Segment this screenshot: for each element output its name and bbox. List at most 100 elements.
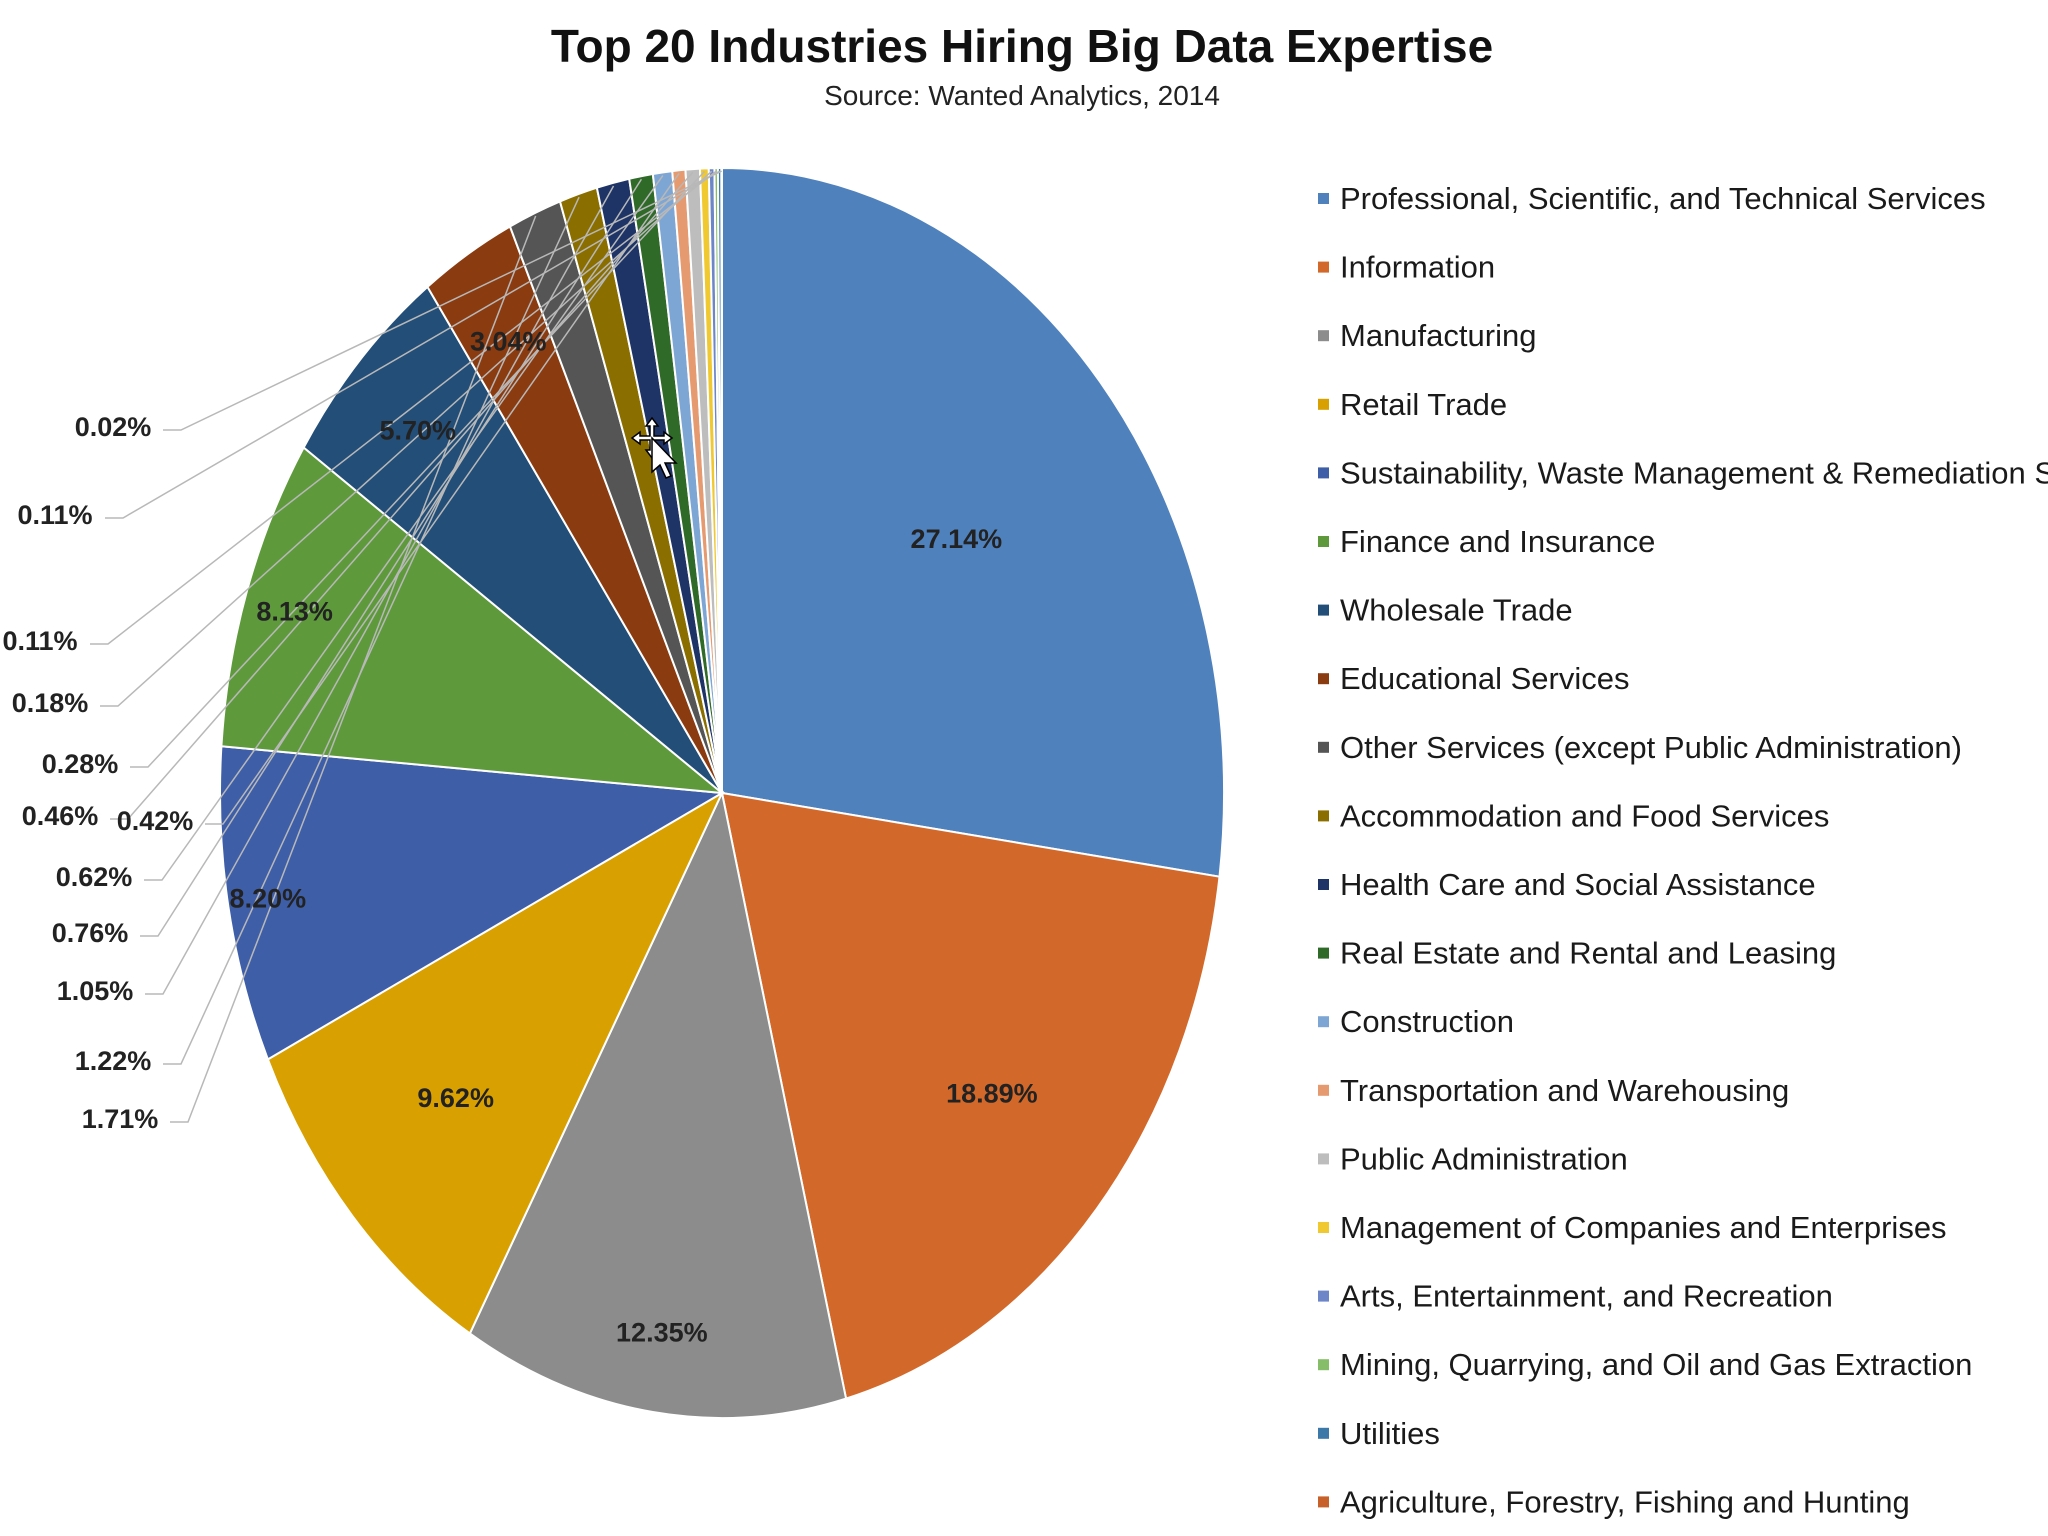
legend-item-public-administration: Public Administration [1318,1141,1628,1176]
data-label-wholesale-trade: 5.70% [379,416,456,446]
move-cursor-icon [630,416,678,479]
legend-item-transportation-and-warehousing: Transportation and Warehousing [1318,1073,1789,1108]
legend-label: Manufacturing [1340,318,1536,353]
leader-line-mining-quarrying-and-oil-and-gas-extraction [90,170,717,645]
legend-swatch [1318,810,1329,822]
data-label-management-of-companies-and-enterprises: 0.28% [42,749,119,779]
legend-item-sustainability-waste-management-remediation-svcs: Sustainability, Waste Management & Remed… [1318,455,2048,490]
legend-swatch [1318,1016,1329,1028]
data-label-mining-quarrying-and-oil-and-gas-extraction: 0.11% [2,626,77,656]
legend-label: Other Services (except Public Administra… [1340,730,1962,765]
legend-swatch [1318,1496,1329,1508]
data-label-professional-scientific-and-technical-services: 27.14% [911,524,1003,554]
legend-swatch [1318,1290,1329,1302]
chart-title: Top 20 Industries Hiring Big Data Expert… [551,20,1493,72]
legend-label: Information [1340,250,1495,285]
legend-swatch [1318,1359,1329,1371]
legend-item-retail-trade: Retail Trade [1318,387,1507,422]
legend-swatch [1318,1153,1329,1165]
leader-lines [90,170,723,1123]
legend-label: Accommodation and Food Services [1340,798,1829,833]
legend-label: Public Administration [1340,1141,1628,1176]
chart-subtitle: Source: Wanted Analytics, 2014 [824,80,1220,111]
legend-item-mining-quarrying-and-oil-and-gas-extraction: Mining, Quarrying, and Oil and Gas Extra… [1318,1347,1972,1382]
data-label-construction: 0.62% [56,862,133,892]
legend-label: Professional, Scientific, and Technical … [1340,181,1986,216]
legend-label: Wholesale Trade [1340,593,1573,628]
data-label-sustainability-waste-management-remediation-svcs: 8.20% [230,883,307,913]
leader-line-utilities [105,170,721,519]
leader-line-arts-entertainment-and-recreation [100,170,713,707]
data-label-information: 18.89% [946,1078,1038,1108]
legend-item-utilities: Utilities [1318,1416,1440,1451]
pie-slices [219,166,1225,1419]
legend-label: Sustainability, Waste Management & Remed… [1340,455,2048,490]
legend-swatch [1318,1084,1329,1096]
legend: Professional, Scientific, and Technical … [1318,181,2048,1519]
legend-label: Finance and Insurance [1340,524,1655,559]
legend-label: Construction [1340,1004,1514,1039]
pie-slice-wholesale-trade [302,285,723,794]
legend-label: Real Estate and Rental and Leasing [1340,936,1836,971]
legend-label: Mining, Quarrying, and Oil and Gas Extra… [1340,1347,1972,1382]
legend-item-real-estate-and-rental-and-leasing: Real Estate and Rental and Leasing [1318,936,1836,971]
legend-label: Management of Companies and Enterprises [1340,1210,1947,1245]
data-label-retail-trade: 9.62% [417,1083,494,1113]
legend-item-educational-services: Educational Services [1318,661,1630,696]
legend-label: Agriculture, Forestry, Fishing and Hunti… [1340,1484,1910,1519]
leader-line-public-administration [110,171,694,820]
legend-item-wholesale-trade: Wholesale Trade [1318,593,1573,628]
legend-label: Retail Trade [1340,387,1507,422]
data-label-real-estate-and-rental-and-leasing: 0.76% [52,918,129,948]
legend-label: Transportation and Warehousing [1340,1073,1789,1108]
data-label-educational-services: 3.04% [470,326,547,356]
pie-slice-professional-scientific-and-technical-services [721,166,1225,878]
legend-swatch [1318,536,1329,547]
leader-line-agriculture-forestry-fishing-and-hunting [163,170,723,431]
legend-label: Arts, Entertainment, and Recreation [1340,1279,1833,1314]
leader-line-construction [144,175,664,881]
legend-item-management-of-companies-and-enterprises: Management of Companies and Enterprises [1318,1210,1947,1245]
legend-item-professional-scientific-and-technical-services: Professional, Scientific, and Technical … [1318,181,1986,216]
data-label-health-care-and-social-assistance: 1.05% [57,976,134,1006]
data-label-accommodation-and-food-services: 1.22% [75,1046,152,1076]
legend-item-accommodation-and-food-services: Accommodation and Food Services [1318,798,1829,833]
data-label-manufacturing: 12.35% [616,1318,708,1348]
data-labels: 27.14% 18.89% 12.35% 9.62% 8.20% 8.13% 5.70% 3.… [2,326,1037,1347]
data-label-arts-entertainment-and-recreation: 0.18% [12,688,89,718]
pie-slice-agriculture-forestry-fishing-and-hunting [720,166,723,794]
legend-item-agriculture-forestry-fishing-and-hunting: Agriculture, Forestry, Fishing and Hunti… [1318,1484,1910,1519]
legend-swatch [1318,398,1329,410]
legend-swatch [1318,947,1329,959]
legend-label: Educational Services [1340,661,1630,696]
legend-swatch [1318,467,1329,479]
legend-item-health-care-and-social-assistance: Health Care and Social Assistance [1318,867,1816,902]
data-label-other-services-except-public-administration: 1.71% [82,1104,159,1134]
legend-swatch [1318,741,1329,753]
data-label-transportation-and-warehousing: 0.42% [117,806,194,836]
data-label-agriculture-forestry-fishing-and-hunting: 0.02% [75,412,152,442]
legend-item-arts-entertainment-and-recreation: Arts, Entertainment, and Recreation [1318,1279,1833,1314]
legend-swatch [1318,604,1329,616]
legend-swatch [1318,1222,1329,1233]
pie-slice-retail-trade [266,790,725,1335]
data-label-utilities: 0.11% [17,500,92,530]
legend-item-manufacturing: Manufacturing [1318,318,1536,353]
legend-swatch [1318,879,1329,890]
legend-swatch [1318,673,1329,685]
legend-label: Utilities [1340,1416,1440,1451]
legend-swatch [1318,193,1329,204]
legend-item-information: Information [1318,250,1495,285]
legend-item-other-services-except-public-administration: Other Services (except Public Administra… [1318,730,1962,765]
leader-line-transportation-and-warehousing [205,172,680,825]
data-label-finance-and-insurance: 8.13% [256,597,333,627]
leader-line-management-of-companies-and-enterprises [130,170,705,768]
pie-slice-sustainability-waste-management-remediation-svcs [219,745,726,1061]
legend-swatch [1318,261,1329,273]
legend-swatch [1318,330,1329,342]
legend-label: Health Care and Social Assistance [1340,867,1816,902]
legend-item-construction: Construction [1318,1004,1514,1039]
pie-slice-manufacturing [468,789,848,1419]
legend-item-finance-and-insurance: Finance and Insurance [1318,524,1655,559]
